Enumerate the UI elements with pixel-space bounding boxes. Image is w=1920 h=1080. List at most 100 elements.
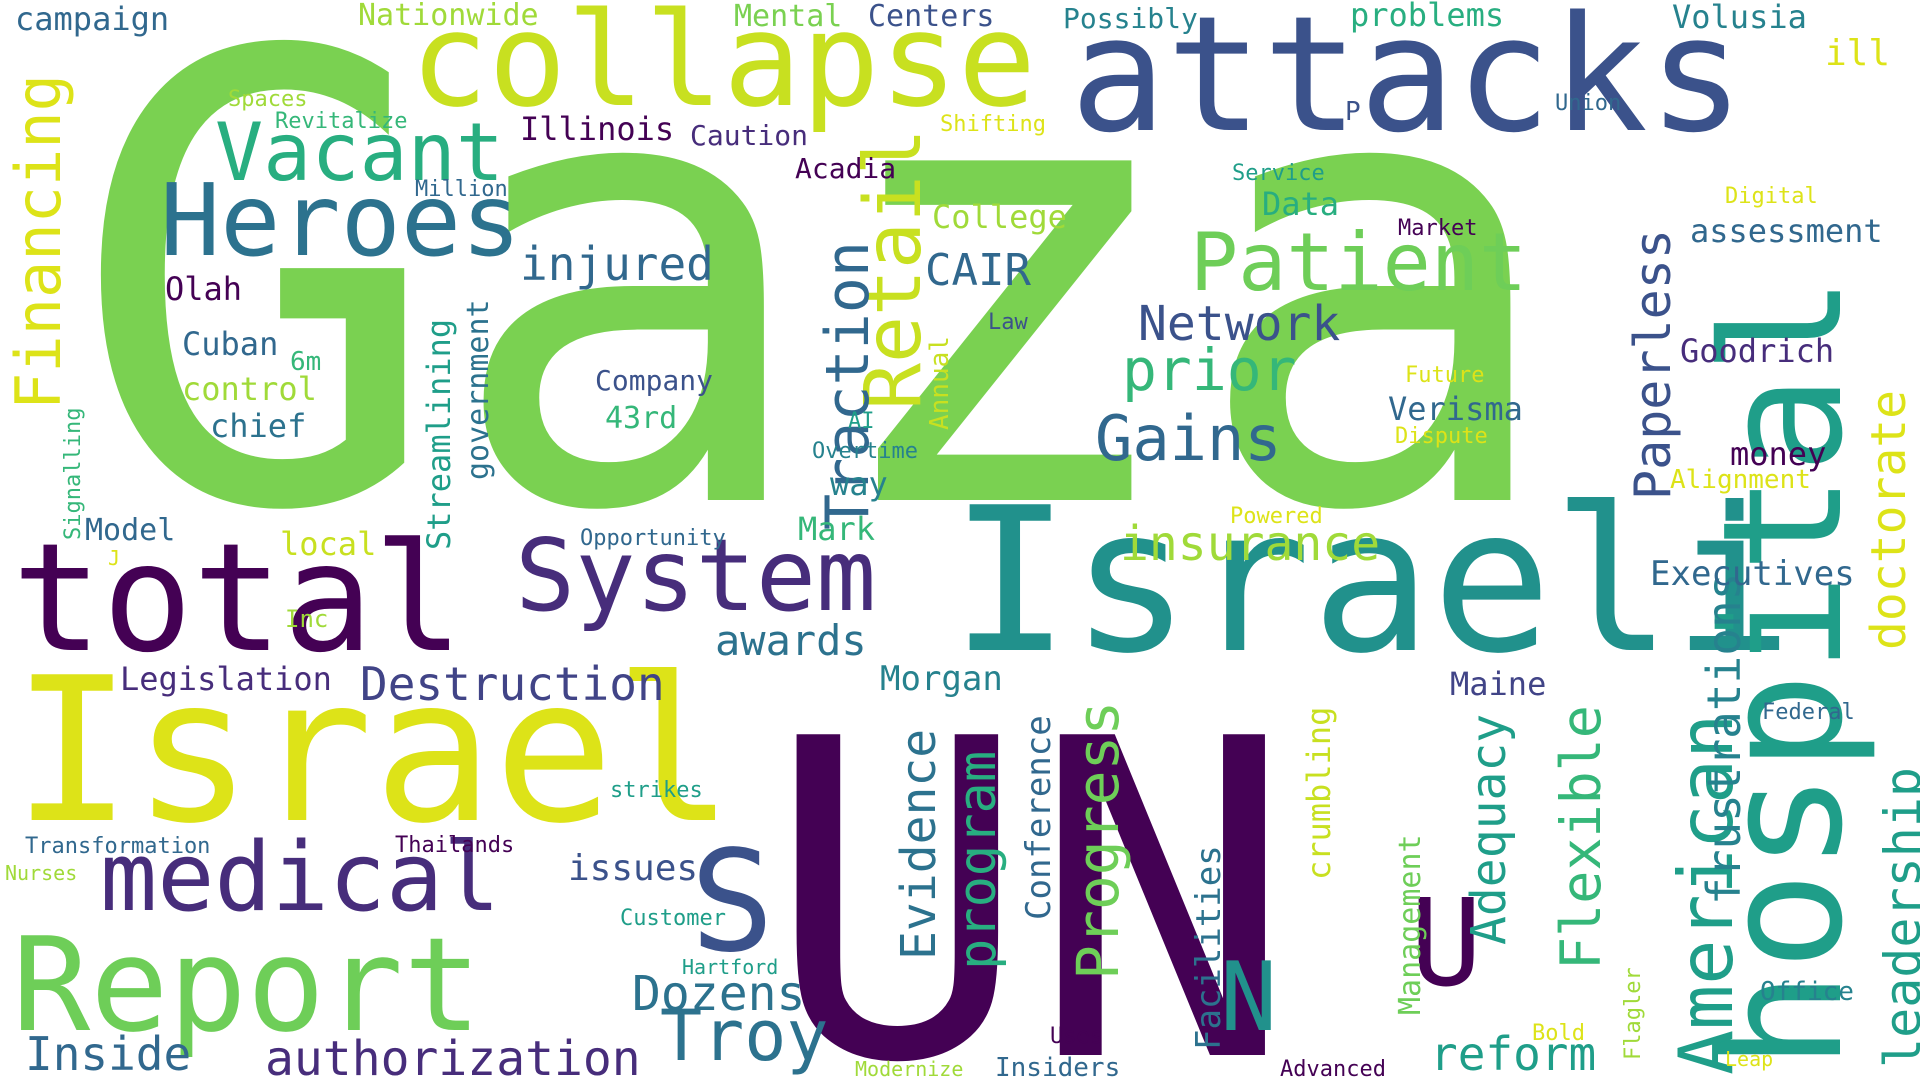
word-nationwide: Nationwide [358, 0, 539, 33]
word-n: N [1220, 943, 1277, 1053]
word-federal: Federal [1762, 700, 1855, 725]
word-prior: prior [1122, 336, 1297, 404]
word-ai: AI [848, 409, 875, 434]
word-customer: Customer [620, 906, 726, 931]
word-total: total [12, 512, 464, 686]
word-traction: Traction [813, 241, 883, 530]
word-frustrations: frustrations [1697, 573, 1751, 905]
word-morgan: Morgan [880, 659, 1003, 699]
word-vacant: Vacant [215, 106, 504, 199]
word-un: UN [765, 647, 1295, 1080]
word-american: American [1662, 714, 1750, 1075]
word-college: College [932, 198, 1067, 236]
word-bold: Bold [1532, 1021, 1585, 1046]
word-retail: Retail [849, 128, 939, 410]
word-assessment: assessment [1690, 212, 1883, 250]
word-digital: Digital [1725, 184, 1818, 209]
word-company: Company [595, 364, 713, 397]
word-j: J [108, 546, 120, 570]
word-local: local [280, 525, 376, 563]
word-leap: Leap [1725, 1047, 1773, 1071]
word-cuban: Cuban [182, 325, 278, 363]
word-caution: Caution [690, 119, 808, 152]
word-executives: Executives [1650, 554, 1855, 594]
word-nurses: Nurses [5, 861, 77, 885]
word-transformation: Transformation [25, 834, 210, 859]
word-flexible: Flexible [1549, 705, 1613, 970]
word-patient: Patient [1190, 216, 1527, 309]
word-u: U [1410, 875, 1482, 1014]
word-cair: CAIR [925, 245, 1031, 296]
word-volusia: Volusia [1672, 0, 1807, 36]
word-model: Model [85, 513, 175, 548]
word-office: Office [1760, 977, 1854, 1007]
word-data: Data [1262, 185, 1339, 223]
word-heroes: Heroes [160, 162, 521, 279]
word-streamlining: Streamlining [420, 319, 458, 550]
word-israeli: Israeli [950, 465, 1793, 698]
word-chief: chief [210, 407, 306, 445]
word-centers: Centers [868, 0, 994, 34]
word-union: Union [1555, 91, 1621, 116]
word-hospital: hospital [1687, 275, 1879, 1070]
word-report: Report [12, 909, 482, 1061]
word-doctorate: doctorate [1861, 390, 1917, 650]
word-insiders: Insiders [995, 1053, 1120, 1080]
word-campaign: campaign [15, 0, 169, 38]
word-paperless: Paperless [1624, 229, 1682, 500]
word-verisma: Verisma [1388, 390, 1523, 428]
word-thailands: Thailands [395, 833, 514, 858]
word-reform: reform [1430, 1027, 1596, 1080]
word-shifting: Shifting [940, 112, 1046, 137]
word-maine: Maine [1450, 665, 1546, 703]
word-collapse: collapse [410, 0, 1036, 136]
word-progress: Progress [1064, 701, 1132, 980]
word-olah: Olah [165, 270, 242, 308]
word-advanced: Advanced [1280, 1057, 1386, 1080]
word-issues: issues [568, 848, 698, 889]
word-way: way [830, 465, 888, 503]
word-goodrich: Goodrich [1680, 332, 1834, 370]
word-flagler: Flagler [1621, 967, 1646, 1060]
word-43rd: 43rd [605, 401, 677, 436]
word-crumbling: crumbling [1300, 707, 1338, 880]
word-network: Network [1138, 296, 1340, 352]
word-p: P [1345, 97, 1361, 127]
word-awards: awards [715, 616, 867, 665]
word-gaza: Gaza [70, 0, 1563, 647]
word-strikes: strikes [610, 778, 703, 803]
word-evidence: Evidence [891, 729, 947, 960]
word-insurance: insurance [1120, 516, 1380, 572]
word-injured: injured [520, 237, 714, 291]
word-law: Law [988, 310, 1028, 335]
word-system: System [515, 517, 876, 634]
word-government: government [461, 299, 496, 480]
word-market: Market [1398, 216, 1477, 241]
word-legislation: Legislation [120, 660, 332, 698]
word-acadia: Acadia [795, 152, 896, 185]
word-troy: Troy [660, 995, 829, 1077]
word-ill: ill [1825, 33, 1890, 74]
word-financing: Financing [2, 74, 75, 410]
word-facilities: Facilities [1189, 845, 1229, 1050]
word-future: Future [1405, 363, 1484, 388]
word-management: Management [1393, 834, 1428, 1015]
word-attacks: attacks [1070, 0, 1744, 168]
word-signalling: Signalling [61, 408, 86, 540]
word-conference: Conference [1019, 715, 1059, 920]
word-inc: Inc [285, 605, 328, 633]
word-opportunity: Opportunity [580, 526, 726, 551]
word-medical: medical [100, 823, 500, 933]
word-possibly: Possibly [1063, 2, 1198, 35]
word-illinois: Illinois [520, 110, 674, 148]
word-israel: Israel [12, 635, 734, 868]
word-overtime: Overtime [812, 439, 918, 464]
word-leadership: leadership [1874, 767, 1920, 1068]
word-hartford: Hartford [682, 955, 778, 979]
word-program: program [948, 751, 1008, 970]
word-dispute: Dispute [1395, 424, 1488, 449]
word-uses: Uses [1050, 1024, 1103, 1049]
word-6m: 6m [290, 347, 321, 377]
word-mark: Mark [798, 510, 875, 548]
